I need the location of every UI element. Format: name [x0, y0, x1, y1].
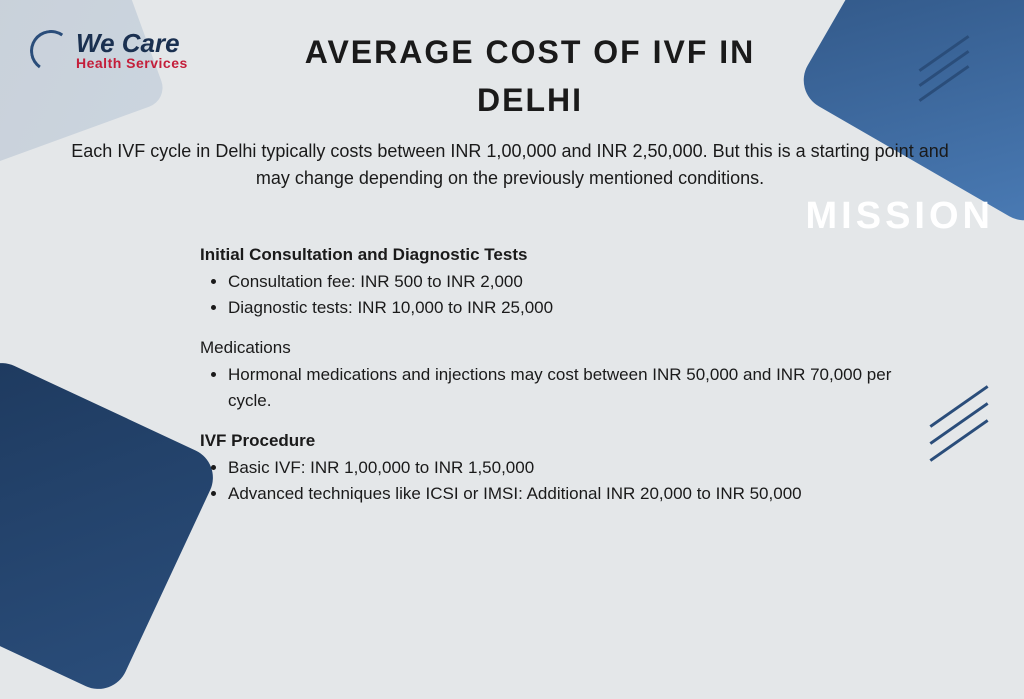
decor-bottom-left	[0, 353, 223, 699]
cost-section: IVF Procedure Basic IVF: INR 1,00,000 to …	[200, 431, 920, 506]
section-list: Hormonal medications and injections may …	[200, 362, 920, 413]
page-title: AVERAGE COST OF IVF IN DELHI	[270, 28, 790, 124]
decor-stripes-bottom-right	[924, 391, 994, 456]
logo-brand: We Care	[76, 30, 188, 56]
section-list: Basic IVF: INR 1,00,000 to INR 1,50,000A…	[200, 455, 920, 506]
list-item: Diagnostic tests: INR 10,000 to INR 25,0…	[228, 295, 920, 321]
logo: We Care Health Services	[30, 30, 188, 70]
logo-heart-icon	[30, 30, 70, 70]
list-item: Hormonal medications and injections may …	[228, 362, 920, 413]
logo-tagline: Health Services	[76, 56, 188, 70]
cost-section: Medications Hormonal medications and inje…	[200, 338, 920, 413]
cost-section: Initial Consultation and Diagnostic Test…	[200, 245, 920, 320]
list-item: Basic IVF: INR 1,00,000 to INR 1,50,000	[228, 455, 920, 481]
section-list: Consultation fee: INR 500 to INR 2,000Di…	[200, 269, 920, 320]
section-title: Medications	[200, 338, 920, 358]
watermark-text: MISSION	[806, 195, 994, 238]
intro-paragraph: Each IVF cycle in Delhi typically costs …	[60, 138, 960, 192]
list-item: Consultation fee: INR 500 to INR 2,000	[228, 269, 920, 295]
decor-stripes-top-right	[914, 40, 974, 97]
content-sections: Initial Consultation and Diagnostic Test…	[200, 245, 920, 524]
section-title: Initial Consultation and Diagnostic Test…	[200, 245, 920, 265]
section-title: IVF Procedure	[200, 431, 920, 451]
list-item: Advanced techniques like ICSI or IMSI: A…	[228, 481, 920, 507]
